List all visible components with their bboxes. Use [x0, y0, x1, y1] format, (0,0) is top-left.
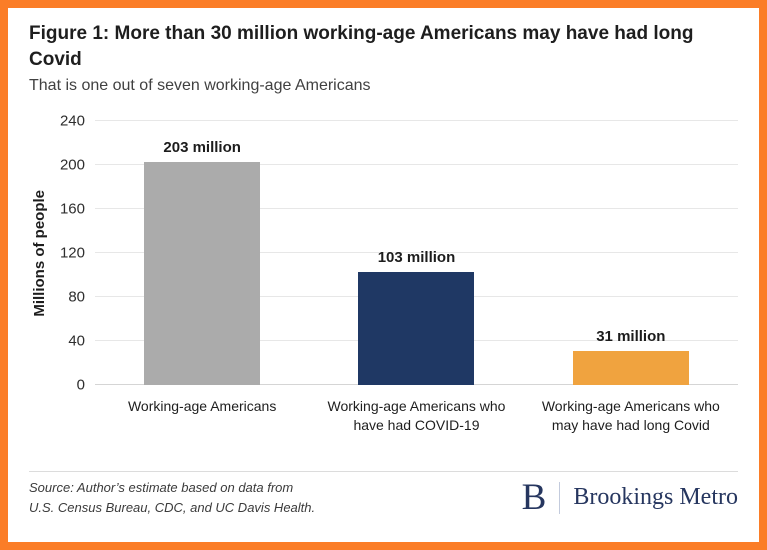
figure-title: Figure 1: More than 30 million working-a… [29, 23, 694, 70]
x-category-label: Working-age Americans who have had COVID… [327, 398, 506, 433]
y-tick-label: 240 [59, 112, 85, 130]
source-note: Source: Author’s estimate based on data … [29, 478, 315, 517]
y-tick-label: 0 [76, 376, 85, 394]
bar-working-age [144, 161, 261, 386]
x-axis-labels: Working-age Americans Working-age Americ… [95, 397, 738, 434]
footer: Source: Author’s estimate based on data … [29, 478, 738, 517]
y-tick-label: 120 [59, 244, 85, 262]
y-axis-title: Millions of people [30, 189, 48, 317]
gridline [95, 208, 738, 210]
gridline [95, 252, 738, 254]
brookings-b-icon: B [521, 477, 547, 519]
bar-value-label: 203 million [163, 138, 241, 156]
y-tick-label: 80 [68, 288, 85, 306]
source-line-1: Source: Author’s estimate based on data … [29, 480, 294, 496]
bar-group-working-age: 203 million [95, 121, 309, 386]
brookings-logo: B Brookings Metro [522, 479, 738, 516]
bar-chart: Millions of people 0 40 80 120 160 200 240 203… [29, 113, 738, 434]
x-category-label: Working-age Americans [127, 398, 277, 415]
logo-separator [559, 481, 561, 514]
bar-value-label: 103 million [377, 248, 456, 266]
footer-divider [29, 471, 738, 473]
bar-group-had-covid: 103 million [309, 121, 523, 386]
bar-long-covid [572, 351, 689, 386]
y-axis-ticks: 0 40 80 120 160 200 240 [49, 113, 95, 394]
gridline [95, 120, 738, 122]
source-line-2: U.S. Census Bureau, CDC, and UC Davis He… [29, 499, 316, 515]
y-tick-label: 40 [68, 332, 85, 350]
plot-area: 203 million 103 million 31 million [95, 120, 738, 386]
bar-had-covid [358, 271, 475, 386]
y-tick-label: 200 [59, 156, 85, 174]
y-tick-label: 160 [59, 200, 85, 218]
x-category-label: Working-age Americans who may have had l… [541, 398, 720, 433]
bar-value-label: 31 million [596, 328, 666, 346]
brookings-metro-wordmark: Brookings Metro [573, 484, 738, 511]
bar-group-long-covid: 31 million [524, 121, 738, 386]
gridline [95, 164, 738, 166]
figure-subtitle: That is one out of seven working-age Ame… [29, 77, 371, 95]
